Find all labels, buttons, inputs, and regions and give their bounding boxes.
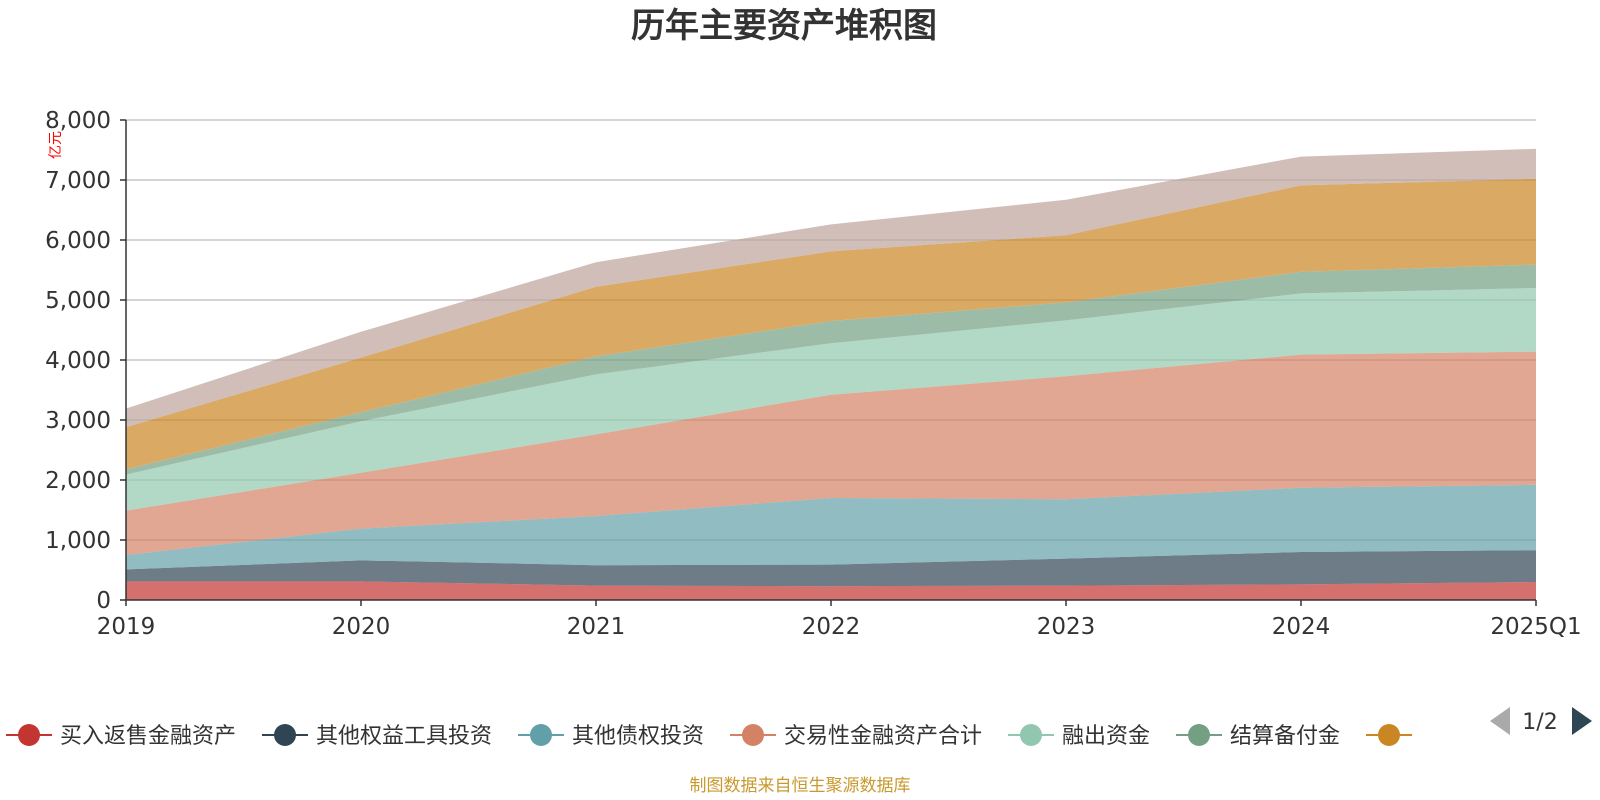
legend-marker[interactable]	[1020, 724, 1042, 746]
legend-label[interactable]: 交易性金融资产合计	[784, 724, 982, 749]
legend-label[interactable]: 融出资金	[1062, 724, 1150, 749]
area-series-6	[126, 178, 1536, 470]
legend-marker[interactable]	[18, 724, 40, 746]
axes: 0 1,000 2,000 3,000 4,000 5,000 6,000 7,000 8,00…	[45, 108, 1582, 640]
legend-marker[interactable]	[742, 724, 764, 746]
area-series-group	[126, 148, 1536, 600]
area-series-4	[126, 288, 1536, 511]
legend-marker[interactable]	[530, 724, 552, 746]
x-tick-label: 2019	[97, 614, 156, 640]
area-series-2	[126, 484, 1536, 570]
legend-page-indicator: 1/2	[1522, 710, 1557, 735]
triangle-left-icon[interactable]	[1490, 707, 1510, 735]
area-series-1	[126, 550, 1536, 587]
y-tick-label: 0	[96, 588, 111, 614]
legend: 买入返售金融资产 其他权益工具投资 其他债权投资 交易性金融资产合计 融出资金 结算备付金	[6, 724, 1412, 749]
x-tick-label: 2024	[1272, 614, 1331, 640]
legend-marker[interactable]	[274, 724, 296, 746]
source-note: 制图数据来自恒生聚源数据库	[690, 776, 911, 796]
area-series-7	[126, 148, 1536, 428]
legend-marker[interactable]	[1188, 724, 1210, 746]
x-tick-label: 2023	[1037, 614, 1096, 640]
area-series-5	[126, 264, 1536, 475]
y-tick-label: 5,000	[45, 288, 111, 314]
x-tick-label: 2025Q1	[1490, 614, 1581, 640]
y-axis-unit-label: 亿元	[48, 131, 64, 159]
y-tick-label: 2,000	[45, 468, 111, 494]
y-tick-label: 3,000	[45, 408, 111, 434]
legend-label[interactable]: 结算备付金	[1230, 724, 1340, 749]
chart-title: 历年主要资产堆积图	[631, 6, 937, 46]
x-tick-label: 2021	[567, 614, 626, 640]
triangle-right-icon[interactable]	[1572, 707, 1592, 735]
y-tick-label: 7,000	[45, 168, 111, 194]
legend-label[interactable]: 其他权益工具投资	[316, 724, 492, 749]
y-tick-label: 8,000	[45, 108, 111, 134]
area-series-0	[126, 581, 1536, 600]
x-tick-label: 2020	[332, 614, 391, 640]
legend-label[interactable]: 买入返售金融资产	[60, 724, 236, 749]
area-series-3	[126, 351, 1536, 555]
legend-pager: 1/2	[1490, 707, 1592, 735]
x-tick-label: 2022	[802, 614, 861, 640]
y-tick-label: 1,000	[45, 528, 111, 554]
y-tick-label: 6,000	[45, 228, 111, 254]
legend-label[interactable]: 其他债权投资	[572, 724, 704, 749]
y-tick-label: 4,000	[45, 348, 111, 374]
legend-marker[interactable]	[1378, 724, 1400, 746]
